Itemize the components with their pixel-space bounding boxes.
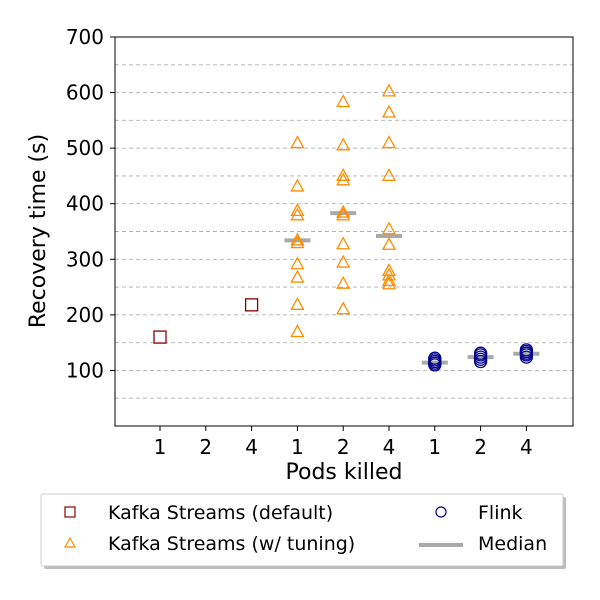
data-point-kafka-tuning: [381, 104, 397, 118]
data-point-kafka-tuning: [290, 324, 305, 338]
x-tick-label: 4: [520, 435, 533, 459]
legend-label-kafka-tuning: Kafka Streams (w/ tuning): [108, 533, 355, 555]
axes: 100 200 300 400 500 600 700 1 2 4 1 2 4 1 2 4: [66, 25, 533, 459]
data-point-kafka-tuning: [381, 168, 397, 182]
data-points: [153, 83, 534, 372]
x-tick-label: 2: [474, 435, 487, 459]
legend-label-flink: Flink: [478, 502, 523, 524]
data-point-kafka-tuning: [336, 275, 351, 289]
x-axis-title: Pods killed: [286, 460, 403, 485]
data-point-kafka-tuning: [381, 83, 397, 97]
legend-frame: [40, 493, 564, 567]
y-tick-label: 400: [66, 192, 104, 216]
x-tick-label: 1: [154, 435, 167, 459]
y-tick-label: 700: [66, 25, 104, 49]
data-point-kafka-tuning: [336, 168, 351, 182]
plot-frame: [114, 36, 574, 427]
data-point-flink: [473, 346, 488, 360]
legend-label-median: Median: [478, 533, 547, 555]
grid-lines: [115, 64, 573, 399]
legend-marker-kafka-tuning: [63, 536, 77, 548]
data-point-kafka-tuning: [336, 172, 351, 186]
data-point-kafka-tuning: [290, 296, 305, 310]
data-point-kafka-default: [244, 298, 259, 312]
x-tick-label: 4: [245, 435, 258, 459]
legend-marker-flink: [435, 506, 447, 518]
data-point-kafka-tuning: [290, 232, 305, 246]
median-lines: [284, 211, 540, 365]
data-point-flink: [519, 343, 534, 357]
legend-marker-kafka-default: [64, 506, 76, 518]
y-tick-label: 500: [66, 136, 104, 160]
data-point-kafka-tuning: [290, 203, 305, 217]
y-tick-label: 200: [66, 303, 104, 327]
x-tick-label: 4: [383, 435, 396, 459]
data-point-kafka-tuning: [381, 276, 397, 290]
data-point-kafka-default: [153, 330, 167, 344]
data-point-kafka-tuning: [336, 207, 351, 221]
x-tick-label: 2: [199, 435, 212, 459]
data-point-kafka-tuning: [381, 135, 397, 149]
data-point-kafka-tuning: [290, 256, 305, 270]
data-point-flink: [428, 351, 442, 365]
data-point-kafka-tuning: [336, 236, 351, 250]
data-point-kafka-tuning: [381, 221, 397, 235]
data-point-kafka-tuning: [381, 236, 397, 250]
data-point-kafka-tuning: [381, 267, 397, 281]
x-tick-label: 1: [291, 435, 304, 459]
legend: Kafka Streams (default) Kafka Streams (w…: [40, 493, 566, 569]
legend-label-kafka-default: Kafka Streams (default): [108, 502, 333, 524]
data-point-kafka-tuning: [336, 94, 351, 108]
x-tick-label: 1: [428, 435, 441, 459]
data-point-kafka-tuning: [381, 273, 397, 287]
x-tick-label: 2: [337, 435, 350, 459]
data-point-kafka-tuning: [290, 269, 305, 283]
data-point-kafka-tuning: [336, 204, 351, 218]
y-tick-label: 600: [66, 81, 104, 105]
y-tick-label: 100: [66, 358, 104, 382]
y-tick-label: 300: [66, 247, 104, 271]
data-point-kafka-tuning: [290, 178, 305, 192]
data-point-kafka-tuning: [336, 254, 351, 268]
y-axis-title: Recovery time (s): [26, 134, 51, 328]
data-point-kafka-tuning: [336, 301, 351, 315]
data-point-kafka-tuning: [290, 207, 305, 221]
data-point-kafka-tuning: [290, 135, 305, 149]
data-point-kafka-tuning: [290, 235, 305, 249]
data-point-kafka-tuning: [336, 137, 351, 151]
